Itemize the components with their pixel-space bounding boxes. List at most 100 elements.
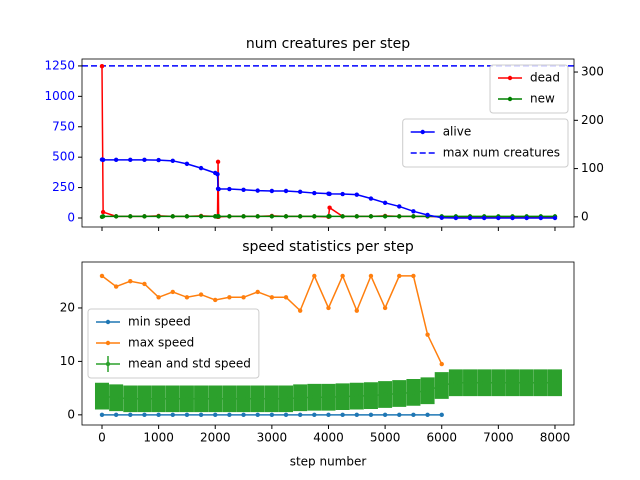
point-marker [397, 412, 402, 418]
point-marker [170, 214, 175, 219]
point-marker [467, 380, 473, 385]
point-marker [382, 214, 388, 219]
point-marker [538, 215, 544, 221]
point-marker [170, 396, 175, 402]
point-marker [216, 186, 221, 192]
y-tick-label: 10 [60, 354, 75, 368]
point-marker [297, 189, 303, 195]
point-marker [552, 380, 558, 385]
point-marker [397, 214, 402, 219]
point-marker [439, 383, 444, 388]
point-marker [481, 215, 487, 221]
point-marker [368, 196, 374, 201]
point-marker [312, 412, 317, 418]
point-marker [198, 292, 204, 297]
point-marker [99, 273, 105, 279]
point-marker [156, 214, 161, 219]
point-marker [100, 157, 106, 163]
point-marker [481, 380, 487, 385]
point-marker [99, 64, 105, 69]
x-tick-label: 4000 [313, 431, 344, 445]
point-marker [312, 214, 317, 219]
point-marker [269, 188, 275, 194]
point-marker [215, 172, 220, 177]
x-tick-label: 6000 [426, 431, 457, 445]
plot-area [94, 273, 562, 418]
point-marker [198, 396, 204, 402]
point-marker [241, 187, 246, 192]
point-marker [227, 295, 232, 300]
point-marker [213, 396, 218, 402]
point-marker [184, 412, 190, 418]
point-marker [382, 392, 388, 397]
point-marker [113, 214, 119, 219]
legend-marker [507, 96, 513, 102]
x-tick-label: 3000 [257, 431, 288, 445]
point-marker [184, 214, 190, 219]
point-marker [213, 412, 218, 418]
point-marker [425, 412, 430, 418]
legend-marker [105, 361, 111, 367]
x-tick-label: 2000 [200, 431, 231, 445]
y-tick-label: 500 [52, 150, 75, 164]
point-marker [326, 305, 331, 311]
point-marker [368, 273, 374, 279]
point-marker [382, 305, 388, 311]
point-marker [354, 393, 359, 399]
point-marker [467, 215, 473, 221]
point-marker [425, 212, 430, 218]
point-marker [411, 412, 416, 418]
legend: dead new [489, 64, 569, 114]
y2-tick-label: 300 [581, 65, 604, 79]
legend-label: mean and std speed [128, 357, 251, 371]
point-marker [327, 191, 332, 197]
y2-tick-label: 100 [581, 161, 604, 175]
point-marker [297, 395, 303, 400]
point-marker [340, 412, 345, 418]
point-marker [241, 214, 246, 219]
point-marker [128, 157, 133, 163]
point-marker [99, 412, 105, 418]
point-marker [128, 279, 133, 284]
point-marker [397, 204, 402, 209]
point-marker [113, 395, 119, 400]
y-tick-label: 0 [67, 210, 75, 224]
point-marker [215, 159, 221, 165]
point-marker [255, 412, 260, 418]
point-marker [227, 412, 232, 418]
legend-label: new [530, 92, 555, 106]
point-marker [439, 215, 444, 220]
series-line [101, 158, 555, 219]
point-marker [326, 412, 331, 418]
point-marker [382, 412, 388, 418]
point-marker [269, 412, 275, 418]
legend: min speed max speed mean and std speed [87, 308, 260, 379]
legend-label: max num creatures [443, 146, 560, 160]
point-marker [297, 308, 303, 313]
point-marker [269, 295, 275, 300]
point-marker [113, 157, 119, 163]
point-marker [382, 200, 388, 205]
legend-marker [105, 319, 111, 325]
point-marker [142, 157, 147, 163]
point-marker [198, 412, 204, 418]
point-marker [368, 412, 374, 418]
point-marker [198, 165, 204, 171]
y-tick-label: 750 [52, 119, 75, 133]
y-tick-label: 20 [60, 300, 75, 314]
point-marker [156, 295, 161, 300]
point-marker [142, 412, 147, 418]
legend-box [87, 308, 260, 379]
point-marker [213, 297, 218, 303]
point-marker [227, 186, 232, 192]
point-marker [184, 396, 190, 402]
point-marker [269, 396, 275, 402]
point-marker [255, 188, 260, 193]
point-marker [227, 396, 232, 402]
point-marker [439, 412, 444, 418]
point-marker [297, 412, 303, 418]
point-marker [113, 284, 119, 289]
point-marker [128, 412, 133, 418]
point-marker [156, 396, 161, 402]
point-marker [425, 388, 430, 393]
